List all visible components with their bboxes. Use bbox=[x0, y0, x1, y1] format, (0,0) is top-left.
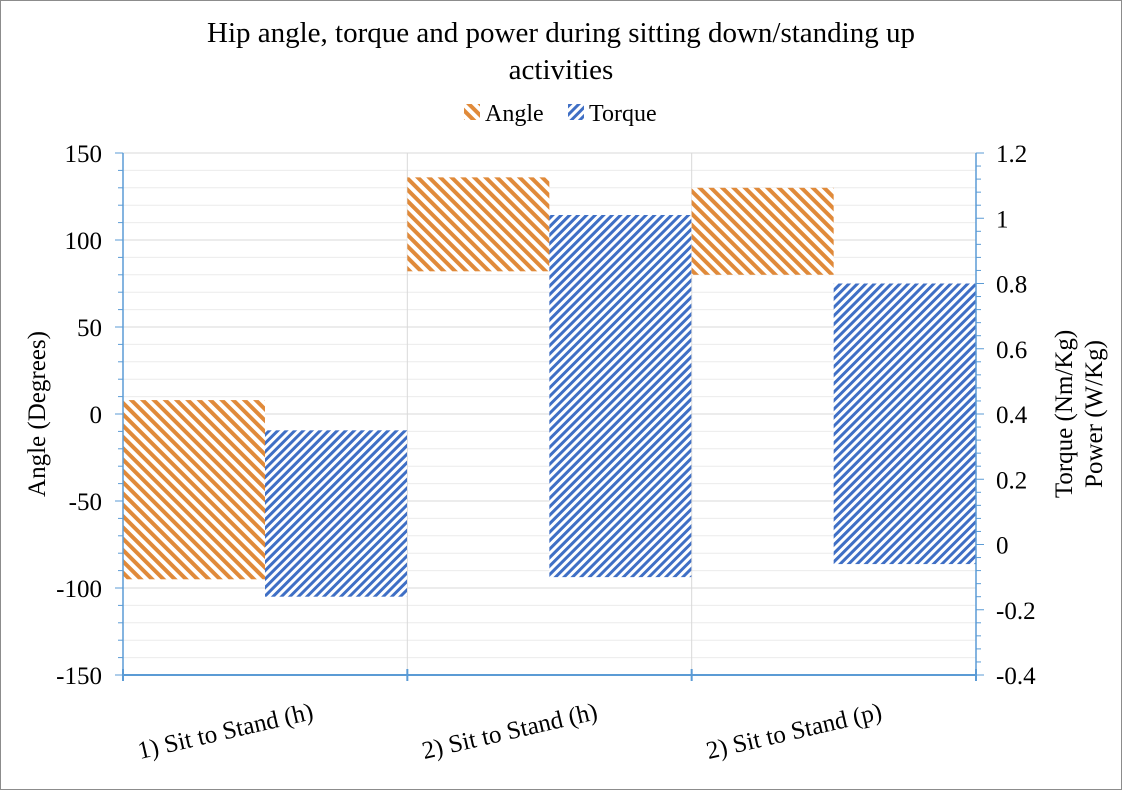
bars-layer bbox=[123, 177, 976, 597]
category-label: 2) Sit to Stand (p) bbox=[704, 698, 885, 765]
legend-swatch-torque bbox=[568, 104, 584, 120]
right-tick-label: 0 bbox=[996, 533, 1009, 560]
legend-label-torque: Torque bbox=[589, 101, 657, 127]
right-tick-label: 0.4 bbox=[996, 402, 1028, 429]
bar-torque-3 bbox=[833, 283, 976, 565]
right-tick-label: -0.2 bbox=[996, 598, 1036, 625]
legend-swatch-angle bbox=[464, 104, 480, 120]
left-tick-label: 100 bbox=[65, 228, 103, 255]
bar-torque-1 bbox=[265, 430, 407, 597]
left-tick-label: -100 bbox=[56, 576, 102, 603]
bar-angle-2 bbox=[407, 177, 550, 272]
left-tick-label: 0 bbox=[90, 402, 103, 429]
bar-torque-2 bbox=[549, 214, 692, 578]
chart-title-line-2: activities bbox=[509, 54, 614, 86]
left-tick-label: 150 bbox=[65, 141, 103, 168]
category-label: 2) Sit to Stand (h) bbox=[419, 698, 600, 765]
axes-layer bbox=[115, 152, 984, 681]
right-tick-label: 0.2 bbox=[996, 467, 1027, 494]
right-tick-label: 1 bbox=[996, 206, 1009, 233]
right-axis-tick-labels: 1.2 1 0.8 0.6 0.4 0.2 0 -0.2 -0.4 bbox=[996, 141, 1036, 690]
right-axis-title-line-2: Power (W/Kg) bbox=[1081, 340, 1108, 488]
left-tick-label: -150 bbox=[56, 663, 102, 690]
right-tick-label: 1.2 bbox=[996, 141, 1027, 168]
right-tick-label: -0.4 bbox=[996, 663, 1036, 690]
right-axis-title-line-1: Torque (Nm/Kg) bbox=[1051, 330, 1078, 498]
chart-title-line-1: Hip angle, torque and power during sitti… bbox=[207, 17, 915, 49]
bar-angle-3 bbox=[691, 187, 834, 275]
right-tick-label: 0.8 bbox=[996, 272, 1027, 299]
category-label: 1) Sit to Stand (h) bbox=[135, 698, 316, 765]
left-axis-tick-labels: 150 100 50 0 -50 -100 -150 bbox=[56, 141, 102, 690]
legend-label-angle: Angle bbox=[485, 101, 544, 127]
left-tick-label: 50 bbox=[77, 315, 102, 342]
left-tick-label: -50 bbox=[69, 489, 102, 516]
bar-angle-1 bbox=[123, 400, 265, 580]
left-axis-title: Angle (Degrees) bbox=[24, 331, 51, 497]
legend: Angle Torque bbox=[464, 101, 657, 127]
right-tick-label: 0.6 bbox=[996, 337, 1027, 364]
